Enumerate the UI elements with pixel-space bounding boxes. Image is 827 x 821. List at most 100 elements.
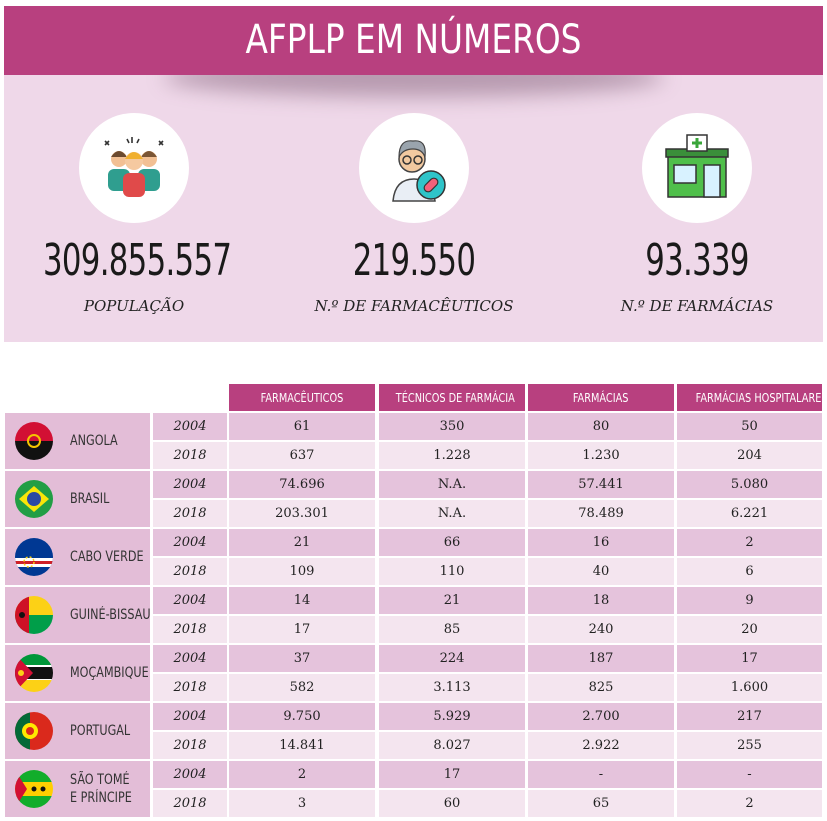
table-cell: 110: [379, 558, 525, 585]
table-cell: 1.600: [677, 674, 822, 701]
table-cell: 2.922: [528, 732, 674, 759]
country-cell: SÃO TOMÉ E PRÍNCIPE: [5, 761, 150, 817]
table-cell: 187: [528, 645, 674, 672]
stat-pharmacists: 219.550 N.º DE FARMACÊUTICOS: [284, 75, 544, 342]
table-cell: 9.750: [229, 703, 375, 730]
stat-label: POPULAÇÃO: [83, 297, 185, 315]
table-cell: 255: [677, 732, 822, 759]
table-cell: 9: [677, 587, 822, 614]
table-cell: 2: [677, 790, 822, 817]
table-cell: -: [528, 761, 674, 788]
table-cell: 109: [229, 558, 375, 585]
table-cell: 224: [379, 645, 525, 672]
table-cell: 5.929: [379, 703, 525, 730]
people-group-icon: [79, 113, 189, 223]
title-banner: AFPLP EM NÚMEROS: [4, 6, 823, 75]
table-cell: 40: [528, 558, 674, 585]
year-cell: 2018: [153, 732, 227, 759]
country-name: BRASIL: [70, 491, 110, 507]
country-name: GUINÉ-BISSAU: [70, 607, 151, 623]
country-name: E PRÍNCIPE: [70, 790, 132, 806]
table-cell: -: [677, 761, 822, 788]
pharmacy-building-icon: [642, 113, 752, 223]
stat-value: 219.550: [352, 235, 476, 286]
table-cell: 17: [379, 761, 525, 788]
table-cell: 204: [677, 442, 822, 469]
pharmacist-icon: [359, 113, 469, 223]
table-cell: 20: [677, 616, 822, 643]
year-cell: 2018: [153, 674, 227, 701]
year-cell: 2018: [153, 558, 227, 585]
table-cell: 16: [528, 529, 674, 556]
mozambique-flag-icon: [15, 654, 53, 692]
table-cell: 78.489: [528, 500, 674, 527]
table-cell: 21: [379, 587, 525, 614]
column-header-label: FARMÁCIAS: [573, 390, 629, 405]
table-cell: 240: [528, 616, 674, 643]
stat-pharmacies: 93.339 N.º DE FARMÁCIAS: [567, 75, 823, 342]
year-cell: 2004: [153, 471, 227, 498]
table-cell: 3: [229, 790, 375, 817]
table-cell: 18: [528, 587, 674, 614]
table-cell: 3.113: [379, 674, 525, 701]
table-cell: 80: [528, 413, 674, 440]
column-header-label: FARMACÊUTICOS: [260, 390, 344, 405]
guinea-bissau-flag-icon: [15, 596, 53, 634]
country-name: CABO VERDE: [70, 549, 144, 565]
table-cell: 14.841: [229, 732, 375, 759]
year-cell: 2004: [153, 645, 227, 672]
table-cell: 17: [677, 645, 822, 672]
country-cell: MOÇAMBIQUE: [5, 645, 150, 701]
table-cell: 2.700: [528, 703, 674, 730]
column-header: FARMACÊUTICOS: [229, 384, 375, 411]
column-header-label: TÉCNICOS DE FARMÁCIA: [395, 390, 515, 405]
table-cell: 2: [229, 761, 375, 788]
column-header: FARMÁCIAS HOSPITALARES: [677, 384, 822, 411]
table-cell: 8.027: [379, 732, 525, 759]
year-cell: 2004: [153, 587, 227, 614]
column-header: TÉCNICOS DE FARMÁCIA: [379, 384, 525, 411]
country-name: MOÇAMBIQUE: [70, 665, 149, 681]
year-cell: 2004: [153, 413, 227, 440]
portugal-flag-icon: [15, 712, 53, 750]
table-cell: 1.230: [528, 442, 674, 469]
country-cell: CABO VERDE: [5, 529, 150, 585]
sao-tome-flag-icon: [15, 770, 53, 808]
banner-shadow: [164, 75, 664, 97]
year-cell: 2018: [153, 500, 227, 527]
table-cell: 350: [379, 413, 525, 440]
table-cell: 57.441: [528, 471, 674, 498]
table-cell: 1.228: [379, 442, 525, 469]
country-cell: BRASIL: [5, 471, 150, 527]
year-cell: 2004: [153, 529, 227, 556]
table-cell: 582: [229, 674, 375, 701]
column-header-label: FARMÁCIAS HOSPITALARES: [695, 390, 822, 405]
brazil-flag-icon: [15, 480, 53, 518]
country-name: ANGOLA: [70, 433, 118, 449]
year-cell: 2018: [153, 442, 227, 469]
table-cell: 74.696: [229, 471, 375, 498]
country-cell: GUINÉ-BISSAU: [5, 587, 151, 643]
country-name: SÃO TOMÉ: [70, 772, 130, 788]
angola-flag-icon: [15, 422, 53, 460]
stat-value: 93.339: [645, 235, 749, 286]
country-cell: PORTUGAL: [5, 703, 150, 759]
table-cell: 6.221: [677, 500, 822, 527]
cape-verde-flag-icon: [15, 538, 53, 576]
column-header: FARMÁCIAS: [528, 384, 674, 411]
year-cell: 2018: [153, 616, 227, 643]
table-cell: 50: [677, 413, 822, 440]
table-cell: 21: [229, 529, 375, 556]
table-cell: 60: [379, 790, 525, 817]
table-cell: 65: [528, 790, 674, 817]
table-cell: 2: [677, 529, 822, 556]
table-cell: 6: [677, 558, 822, 585]
stat-label: N.º DE FARMÁCIAS: [620, 297, 774, 315]
page-title: AFPLP EM NÚMEROS: [245, 17, 582, 63]
table-cell: N.A.: [379, 471, 525, 498]
country-cell: ANGOLA: [5, 413, 150, 469]
year-cell: 2004: [153, 703, 227, 730]
stat-population: 309.855.557 POPULAÇÃO: [4, 75, 264, 342]
table-cell: 203.301: [229, 500, 375, 527]
table-cell: 5.080: [677, 471, 822, 498]
